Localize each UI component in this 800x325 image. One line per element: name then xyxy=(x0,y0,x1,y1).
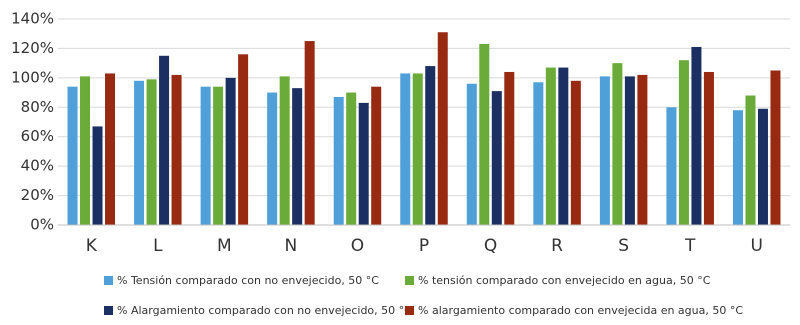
bar xyxy=(346,92,357,225)
bar xyxy=(533,82,544,226)
bar xyxy=(92,126,103,225)
y-tick-label: 0% xyxy=(30,216,54,234)
bar xyxy=(425,66,436,225)
bar xyxy=(146,79,157,225)
bar xyxy=(213,86,224,225)
bar xyxy=(637,74,648,226)
x-tick-label: P xyxy=(419,236,429,256)
bar xyxy=(437,32,448,225)
bar xyxy=(304,41,315,226)
bar xyxy=(691,46,702,226)
bar xyxy=(599,76,610,225)
bar xyxy=(267,92,278,225)
bar xyxy=(745,95,756,225)
bar xyxy=(757,108,768,225)
y-tick-label: 120% xyxy=(11,39,54,57)
bar xyxy=(67,86,78,225)
x-tick-label: M xyxy=(217,236,232,256)
bar xyxy=(558,67,569,225)
x-tick-label: Q xyxy=(484,236,497,256)
bar xyxy=(504,71,515,225)
bar xyxy=(570,80,581,225)
x-tick-label: S xyxy=(618,236,629,256)
bar xyxy=(371,86,382,225)
bar xyxy=(333,96,344,225)
y-tick-label: 100% xyxy=(11,68,54,86)
x-tick-label: L xyxy=(153,236,163,256)
legend-label: % alargamiento comparado con envejecida … xyxy=(418,304,743,317)
bar xyxy=(279,76,290,225)
bar xyxy=(491,91,502,225)
bar xyxy=(292,88,303,226)
bar xyxy=(624,76,635,225)
bar xyxy=(134,80,145,225)
bar xyxy=(666,107,677,225)
y-tick-label: 140% xyxy=(11,10,54,28)
y-tick-label: 40% xyxy=(21,157,54,175)
bar xyxy=(466,83,477,225)
legend-label: % tensión comparado con envejecido en ag… xyxy=(418,274,711,287)
bar xyxy=(400,73,411,225)
bar xyxy=(770,70,781,225)
legend-swatch xyxy=(405,276,414,285)
legend-swatch xyxy=(104,276,113,285)
bar xyxy=(200,86,211,225)
y-tick-label: 20% xyxy=(21,186,54,204)
legend-label: % Alargamiento comparado con no envejeci… xyxy=(117,304,412,317)
x-tick-label: K xyxy=(86,236,98,256)
bar xyxy=(479,44,490,226)
bar xyxy=(105,73,116,225)
bar xyxy=(703,71,714,225)
x-tick-label: O xyxy=(351,236,364,256)
y-tick-label: 60% xyxy=(21,127,54,145)
bar xyxy=(545,67,556,225)
legend-swatch xyxy=(405,306,414,315)
bar xyxy=(225,77,236,225)
bar xyxy=(612,63,623,226)
x-tick-label: N xyxy=(285,236,298,256)
bar xyxy=(732,110,743,225)
bar xyxy=(159,55,170,226)
legend-label: % Tensión comparado con no envejecido, 5… xyxy=(117,274,379,287)
x-tick-label: T xyxy=(684,236,696,256)
y-tick-label: 80% xyxy=(21,98,54,116)
bar xyxy=(412,73,423,225)
x-tick-label: R xyxy=(551,236,563,256)
bar xyxy=(358,102,369,225)
x-tick-label: U xyxy=(751,236,763,256)
bar xyxy=(171,74,182,226)
bar xyxy=(678,60,689,226)
legend-swatch xyxy=(104,306,113,315)
bar xyxy=(238,54,249,225)
bar xyxy=(80,76,91,225)
